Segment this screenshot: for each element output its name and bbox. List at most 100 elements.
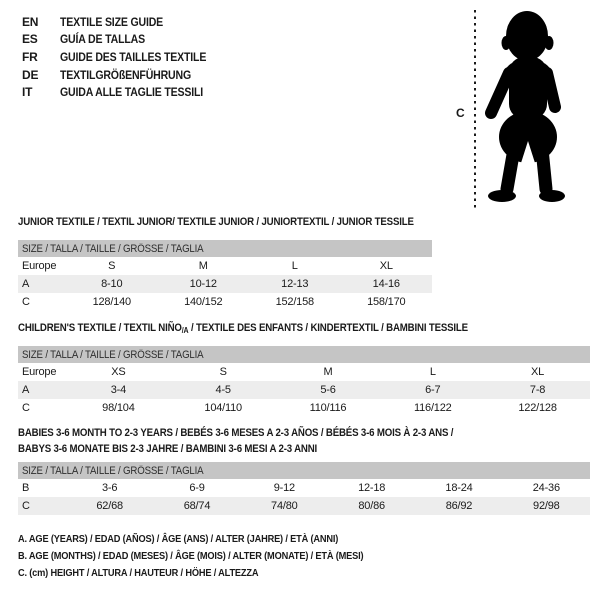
language-title: GUÍA DE TALLAS [60,32,145,47]
age-cell: 8-10 [101,278,123,290]
height-label-c: C [456,106,465,120]
size-cell: S [219,366,227,378]
table-children: SIZE / TALLA / TAILLE / GRÖSSE / TAGLIA … [18,346,590,417]
age-cell: 3-4 [110,384,127,396]
age-cell: 4-5 [215,384,232,396]
language-title: GUIDE DES TAILLES TEXTILE [60,49,207,64]
size-header-text: SIZE / TALLA / TAILLE / GRÖSSE / TAGLIA [22,242,204,255]
height-cell: 128/140 [92,296,132,308]
language-code: FR [22,49,38,64]
age-cell: 6-9 [189,482,205,494]
row-label: Europe [22,260,57,272]
table-row: Europe S M L XL [18,257,432,275]
age-cell: 6-7 [425,384,441,396]
size-header-text: SIZE / TALLA / TAILLE / GRÖSSE / TAGLIA [22,464,204,477]
toddler-silhouette [485,11,565,202]
language-row-es: ES GUÍA DE TALLAS [22,31,226,49]
language-list: EN TEXTILE SIZE GUIDE ES GUÍA DE TALLAS … [22,13,226,101]
language-title: TEXTILGRÖßENFÜHRUNG [60,67,192,82]
height-cell: 110/116 [309,402,347,414]
size-cell: L [291,260,298,272]
age-cell: 10-12 [189,278,217,290]
babies-title-line1: BABIES 3-6 MONTH TO 2-3 YEARS / BEBÉS 3-… [18,427,454,439]
language-code: EN [22,14,39,29]
height-cell: 140/152 [184,296,223,308]
language-row-fr: FR GUIDE DES TAILLES TEXTILE [22,48,226,66]
size-cell: M [198,260,208,272]
size-cell: XL [379,260,393,272]
height-cell: 68/74 [183,500,211,512]
table-babies: SIZE / TALLA / TAILLE / GRÖSSE / TAGLIA … [18,462,590,515]
age-cell: 7-8 [529,384,546,396]
table-row: Europe XS S M L XL [18,363,590,381]
size-cell: XS [111,366,126,378]
section-title-junior-text: JUNIOR TEXTILE / TEXTIL JUNIOR/ TEXTILE … [18,216,414,228]
height-cell: 80/86 [358,500,385,512]
row-label: C [22,296,30,308]
height-cell: 152/158 [275,296,315,308]
age-cell: 24-36 [532,482,560,494]
language-row-it: IT GUIDA ALLE TAGLIE TESSILI [22,83,226,101]
note-text: A. AGE (YEARS) / EDAD (AÑOS) / ÂGE (ANS)… [18,533,339,545]
children-title-sub: /A [181,326,189,335]
size-cell: XL [531,366,545,378]
row-label: C [22,500,30,512]
table-row: A 3-4 4-5 5-6 6-7 7-8 [18,381,590,399]
row-label: C [22,402,30,414]
size-header-bar: SIZE / TALLA / TAILLE / GRÖSSE / TAGLIA [18,462,590,479]
table-row: C 62/68 68/74 74/80 80/86 86/92 92/98 [18,497,590,515]
language-row-en: EN TEXTILE SIZE GUIDE [22,13,226,31]
note-height-cm: C. (cm) HEIGHT / ALTURA / HAUTEUR / HÖHE… [18,567,411,584]
section-title-babies: BABIES 3-6 MONTH TO 2-3 YEARS / BEBÉS 3-… [18,426,513,457]
section-title-children: CHILDREN'S TEXTILE / TEXTIL NIÑO/A / TEX… [18,322,529,335]
age-cell: 12-13 [281,278,309,290]
height-cell: 158/170 [367,296,406,308]
size-header-bar: SIZE / TALLA / TAILLE / GRÖSSE / TAGLIA [18,240,432,257]
height-cell: 92/98 [533,500,560,512]
height-cell: 122/128 [518,402,557,414]
table-row: C 98/104 104/110 110/116 116/122 122/128 [18,399,590,417]
section-title-children-text: CHILDREN'S TEXTILE / TEXTIL NIÑO/A / TEX… [18,322,468,335]
age-cell: 3-6 [102,482,118,494]
children-title-pre: CHILDREN'S TEXTILE / TEXTIL NIÑO [18,322,182,334]
language-title: GUIDA ALLE TAGLIE TESSILI [60,85,204,100]
row-label: Europe [22,366,57,378]
language-code: IT [22,85,33,100]
height-cell: 86/92 [445,500,473,512]
table-row: B 3-6 6-9 9-12 12-18 18-24 24-36 [18,479,590,497]
language-code: ES [22,32,38,47]
note-age-years: A. AGE (YEARS) / EDAD (AÑOS) / ÂGE (ANS)… [18,533,411,550]
height-cell: 98/104 [102,402,135,414]
table-row: C 128/140 140/152 152/158 158/170 [18,293,432,311]
height-cell: 62/68 [96,500,123,512]
language-code: DE [22,67,39,82]
row-label: A [22,384,30,396]
language-row-de: DE TEXTILGRÖßENFÜHRUNG [22,66,226,84]
size-cell: L [429,366,436,378]
height-dotted-line [474,10,476,208]
height-cell: 104/110 [204,402,242,414]
section-title-junior: JUNIOR TEXTILE / TEXTIL JUNIOR/ TEXTILE … [18,216,468,228]
note-age-months: B. AGE (MONTHS) / EDAD (MESES) / ÂGE (MO… [18,550,411,567]
row-label: B [22,482,30,494]
children-title-post: / TEXTILE DES ENFANTS / KINDERTEXTIL / B… [188,322,468,334]
size-cell: S [108,260,116,272]
height-cell: 116/122 [414,402,452,414]
legend-notes: A. AGE (YEARS) / EDAD (AÑOS) / ÂGE (ANS)… [18,533,411,584]
age-cell: 12-18 [358,482,386,494]
age-cell: 18-24 [445,482,473,494]
row-label: A [22,278,30,290]
table-junior: SIZE / TALLA / TAILLE / GRÖSSE / TAGLIA … [18,240,432,311]
age-cell: 5-6 [320,384,336,396]
language-title: TEXTILE SIZE GUIDE [60,14,164,29]
note-text: C. (cm) HEIGHT / ALTURA / HAUTEUR / HÖHE… [18,567,259,579]
size-header-text: SIZE / TALLA / TAILLE / GRÖSSE / TAGLIA [22,348,204,361]
size-header-bar: SIZE / TALLA / TAILLE / GRÖSSE / TAGLIA [18,346,590,363]
size-cell: M [323,366,333,378]
age-cell: 9-12 [273,482,295,494]
height-cell: 74/80 [271,500,298,512]
note-text: B. AGE (MONTHS) / EDAD (MESES) / ÂGE (MO… [18,550,364,562]
table-row: A 8-10 10-12 12-13 14-16 [18,275,432,293]
age-cell: 14-16 [372,278,400,290]
